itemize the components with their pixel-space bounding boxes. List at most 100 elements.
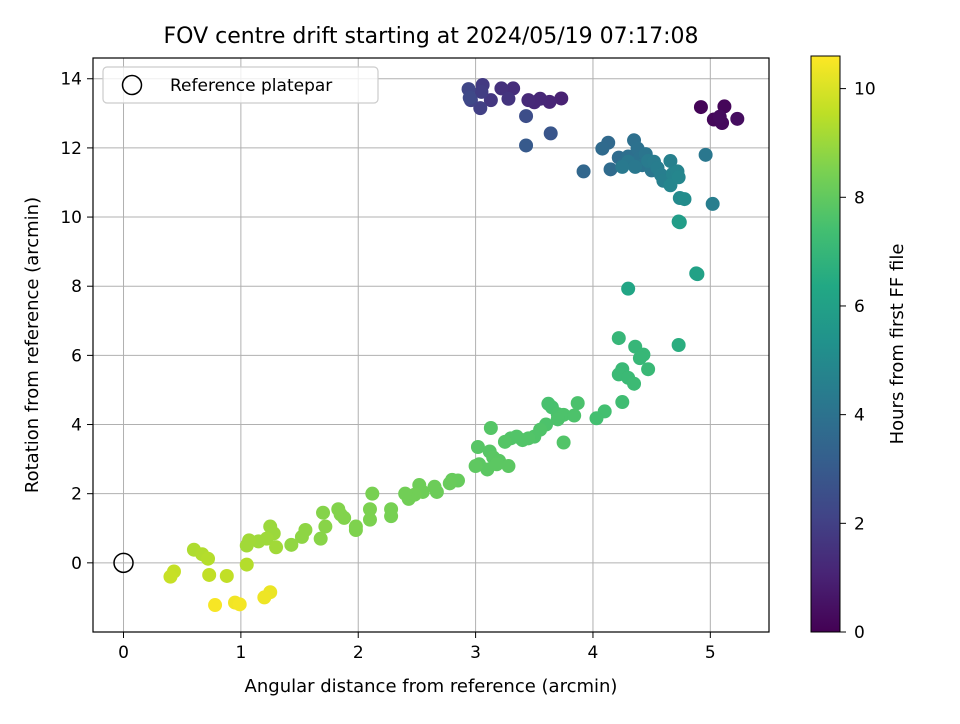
plot-area bbox=[93, 58, 769, 632]
data-point bbox=[550, 412, 565, 427]
colorbar bbox=[810, 55, 841, 633]
data-point bbox=[269, 540, 284, 555]
data-point bbox=[690, 267, 705, 282]
data-point bbox=[497, 434, 512, 449]
data-point bbox=[362, 502, 377, 517]
y-axis-label: Rotation from reference (arcmin) bbox=[22, 197, 43, 493]
data-point bbox=[257, 590, 272, 605]
data-point bbox=[615, 159, 630, 174]
legend-marker-icon bbox=[121, 74, 143, 96]
data-point bbox=[628, 159, 643, 174]
colorbar-label: Hours from first FF file bbox=[887, 244, 908, 445]
data-point bbox=[470, 440, 485, 455]
data-point bbox=[474, 84, 489, 99]
data-point bbox=[554, 91, 569, 106]
data-point bbox=[671, 170, 686, 185]
colorbar-tick-label: 8 bbox=[854, 188, 865, 208]
data-point bbox=[489, 457, 504, 472]
x-axis-ticks: 0 1 2 3 4 5 bbox=[118, 632, 716, 663]
data-point bbox=[398, 486, 413, 501]
colorbar-tick-label: 10 bbox=[854, 80, 876, 100]
y-tick-label: 14 bbox=[60, 70, 82, 90]
colorbar-tick-label: 0 bbox=[854, 623, 865, 643]
data-point bbox=[362, 512, 377, 527]
data-point bbox=[663, 154, 678, 169]
data-point bbox=[208, 598, 223, 613]
y-tick-label: 12 bbox=[60, 139, 82, 159]
data-point bbox=[365, 486, 380, 501]
x-tick-label: 2 bbox=[353, 643, 364, 663]
data-point bbox=[521, 93, 536, 108]
data-point bbox=[348, 522, 363, 537]
legend: Reference platepar bbox=[102, 66, 379, 104]
colorbar-ticks: 0 2 4 6 8 10 bbox=[840, 80, 876, 643]
y-tick-label: 4 bbox=[71, 416, 82, 436]
data-point bbox=[163, 569, 178, 584]
data-point bbox=[318, 519, 333, 534]
plot-frame bbox=[92, 57, 770, 633]
data-point bbox=[501, 459, 516, 474]
data-point bbox=[384, 509, 399, 524]
reference-point-marker bbox=[113, 552, 134, 574]
legend-box bbox=[102, 66, 379, 104]
y-tick-label: 0 bbox=[71, 554, 82, 574]
data-point bbox=[632, 351, 647, 366]
x-axis-label: Angular distance from reference (arcmin) bbox=[245, 676, 618, 697]
data-point bbox=[219, 568, 234, 583]
data-point bbox=[201, 551, 216, 566]
colorbar-tick-label: 4 bbox=[854, 406, 865, 426]
colorbar-tick-label: 6 bbox=[854, 297, 865, 317]
x-tick-label: 1 bbox=[235, 643, 246, 663]
data-point bbox=[483, 420, 498, 435]
data-point bbox=[501, 91, 516, 106]
data-point bbox=[202, 567, 217, 582]
data-point bbox=[483, 93, 498, 108]
data-point bbox=[589, 411, 604, 426]
data-point bbox=[284, 537, 299, 552]
data-point bbox=[462, 90, 477, 105]
colorbar-tick-label: 2 bbox=[854, 514, 865, 534]
data-point bbox=[627, 376, 642, 391]
data-point bbox=[712, 109, 727, 124]
data-point bbox=[677, 192, 692, 207]
y-axis-ticks: 0 2 4 6 8 10 12 14 bbox=[60, 70, 93, 574]
data-point bbox=[705, 196, 720, 211]
data-point bbox=[473, 101, 488, 116]
legend-label: Reference platepar bbox=[170, 76, 332, 96]
data-point bbox=[519, 138, 534, 153]
data-point bbox=[232, 597, 247, 612]
y-tick-label: 6 bbox=[71, 346, 82, 366]
data-point bbox=[621, 281, 636, 296]
data-point bbox=[698, 147, 713, 162]
x-tick-label: 0 bbox=[118, 643, 129, 663]
data-point bbox=[672, 215, 687, 230]
grid-lines bbox=[93, 58, 769, 632]
data-point bbox=[611, 331, 626, 346]
data-point bbox=[442, 476, 457, 491]
data-point bbox=[294, 529, 309, 544]
y-tick-label: 2 bbox=[71, 485, 82, 505]
data-point bbox=[239, 538, 254, 553]
x-tick-label: 3 bbox=[470, 643, 481, 663]
x-tick-label: 5 bbox=[705, 643, 716, 663]
data-point bbox=[519, 109, 534, 124]
data-point bbox=[556, 435, 571, 450]
data-point bbox=[615, 395, 630, 410]
data-point bbox=[595, 141, 610, 156]
data-point bbox=[239, 557, 254, 572]
data-point bbox=[494, 81, 509, 96]
data-point bbox=[641, 362, 656, 377]
data-point bbox=[313, 531, 328, 546]
data-point bbox=[567, 408, 582, 423]
data-point bbox=[603, 162, 618, 177]
chart-title: FOV centre drift starting at 2024/05/19 … bbox=[164, 24, 699, 49]
data-point bbox=[468, 459, 483, 474]
y-tick-label: 10 bbox=[60, 208, 82, 228]
data-point bbox=[543, 126, 558, 141]
data-point bbox=[331, 502, 346, 517]
data-point bbox=[693, 100, 708, 115]
data-point bbox=[316, 505, 331, 520]
data-point bbox=[570, 396, 585, 411]
